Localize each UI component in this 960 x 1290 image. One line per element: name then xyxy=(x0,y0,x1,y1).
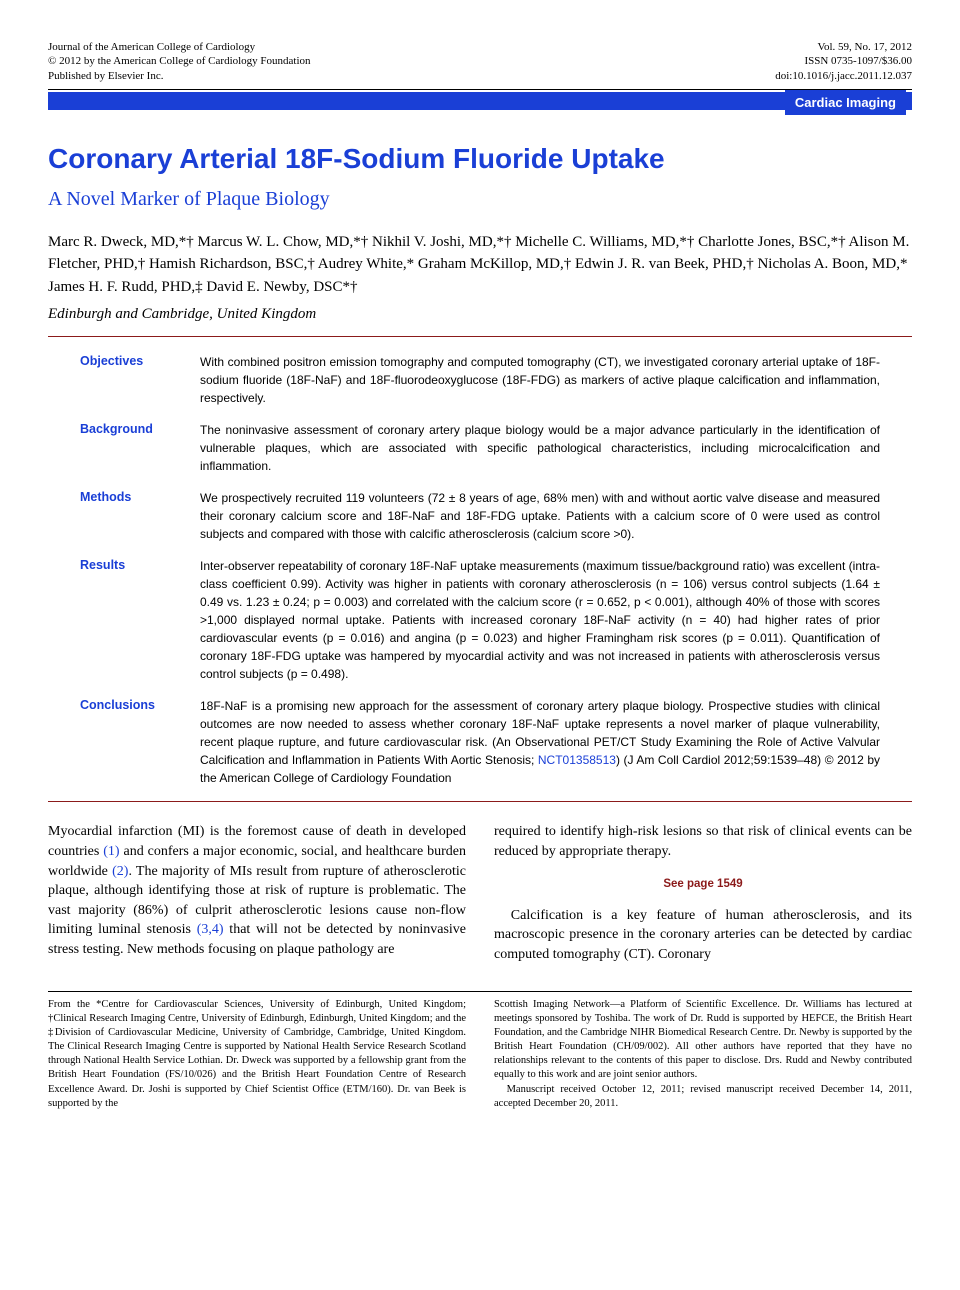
footnote-right-p1: Scottish Imaging Network—a Platform of S… xyxy=(494,998,912,1083)
body-columns: Myocardial infarction (MI) is the foremo… xyxy=(48,822,912,964)
footnote-rule xyxy=(48,991,912,992)
copyright-line: © 2012 by the American College of Cardio… xyxy=(48,54,311,68)
volume-issue: Vol. 59, No. 17, 2012 xyxy=(775,40,912,54)
abstract-label-conclusions: Conclusions xyxy=(80,697,200,787)
author-list: Marc R. Dweck, MD,*† Marcus W. L. Chow, … xyxy=(48,231,912,299)
body-column-right: required to identify high-risk lesions s… xyxy=(494,822,912,964)
abstract-bottom-rule xyxy=(48,801,912,802)
footnote-left: From the *Centre for Cardiovascular Scie… xyxy=(48,998,466,1111)
abstract-results-row: Results Inter-observer repeatability of … xyxy=(80,557,880,683)
abstract-label-methods: Methods xyxy=(80,489,200,543)
abstract-text-methods: We prospectively recruited 119 volunteer… xyxy=(200,489,880,543)
affiliation-line: Edinburgh and Cambridge, United Kingdom xyxy=(48,304,912,324)
abstract-text-conclusions: 18F-NaF is a promising new approach for … xyxy=(200,697,880,787)
citation-2[interactable]: (2) xyxy=(112,864,128,879)
page-container: Journal of the American College of Cardi… xyxy=(0,0,960,1141)
abstract-background-row: Background The noninvasive assessment of… xyxy=(80,421,880,475)
abstract-text-objectives: With combined positron emission tomograp… xyxy=(200,353,880,407)
footnotes: From the *Centre for Cardiovascular Scie… xyxy=(48,998,912,1111)
running-header: Journal of the American College of Cardi… xyxy=(48,40,912,83)
footnote-right: Scottish Imaging Network—a Platform of S… xyxy=(494,998,912,1111)
abstract-label-objectives: Objectives xyxy=(80,353,200,407)
article-subtitle: A Novel Marker of Plaque Biology xyxy=(48,186,912,213)
header-right: Vol. 59, No. 17, 2012 ISSN 0735-1097/$36… xyxy=(775,40,912,83)
doi-line: doi:10.1016/j.jacc.2011.12.037 xyxy=(775,69,912,83)
abstract-text-background: The noninvasive assessment of coronary a… xyxy=(200,421,880,475)
citation-1[interactable]: (1) xyxy=(103,844,119,859)
abstract-text-results: Inter-observer repeatability of coronary… xyxy=(200,557,880,683)
structured-abstract: Objectives With combined positron emissi… xyxy=(80,337,880,801)
issn-line: ISSN 0735-1097/$36.00 xyxy=(775,54,912,68)
abstract-methods-row: Methods We prospectively recruited 119 v… xyxy=(80,489,880,543)
journal-name: Journal of the American College of Cardi… xyxy=(48,40,311,54)
article-title: Coronary Arterial 18F-Sodium Fluoride Up… xyxy=(48,140,912,178)
footnote-right-p2: Manuscript received October 12, 2011; re… xyxy=(494,1083,912,1111)
abstract-conclusions-row: Conclusions 18F-NaF is a promising new a… xyxy=(80,697,880,787)
category-bar: Cardiac Imaging xyxy=(48,92,912,110)
header-rule xyxy=(48,89,912,90)
abstract-label-background: Background xyxy=(80,421,200,475)
abstract-label-results: Results xyxy=(80,557,200,683)
category-label: Cardiac Imaging xyxy=(785,90,906,116)
publisher-line: Published by Elsevier Inc. xyxy=(48,69,311,83)
abstract-objectives-row: Objectives With combined positron emissi… xyxy=(80,353,880,407)
see-page-callout: See page 1549 xyxy=(494,876,912,892)
header-left: Journal of the American College of Cardi… xyxy=(48,40,311,83)
body-right-p2: Calcification is a key feature of human … xyxy=(494,906,912,965)
body-para-1: Myocardial infarction (MI) is the foremo… xyxy=(48,822,466,959)
trial-registry-link[interactable]: NCT01358513 xyxy=(538,753,616,767)
body-column-left: Myocardial infarction (MI) is the foremo… xyxy=(48,822,466,964)
body-right-p1: required to identify high-risk lesions s… xyxy=(494,822,912,861)
citation-34[interactable]: (3,4) xyxy=(197,922,224,937)
